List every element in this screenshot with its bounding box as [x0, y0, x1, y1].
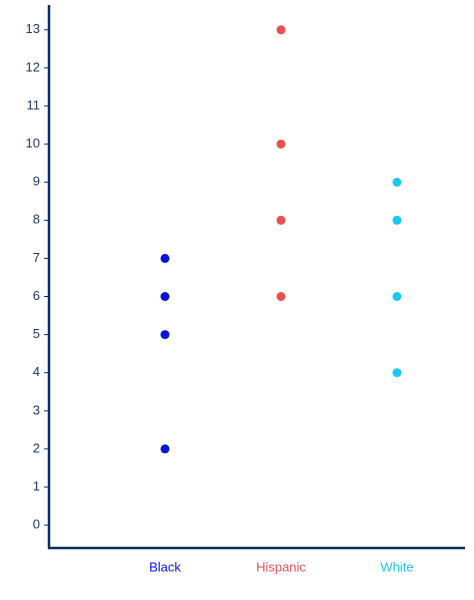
y-tick-label: 6 — [33, 288, 40, 303]
y-tick-label: 8 — [33, 212, 40, 227]
dot — [392, 215, 402, 225]
y-tick-label: 7 — [33, 250, 40, 265]
y-tick-label: 0 — [33, 517, 40, 532]
y-tick-label: 4 — [33, 364, 40, 379]
dot — [276, 292, 286, 302]
y-tick-label: 5 — [33, 326, 40, 341]
dot — [160, 292, 170, 302]
x-tick-label: Hispanic — [256, 559, 306, 574]
dot — [276, 215, 286, 225]
x-tick-label: Black — [149, 559, 181, 574]
y-tick-label: 12 — [26, 59, 40, 74]
y-tick-label: 1 — [33, 478, 40, 493]
y-tick-label: 2 — [33, 440, 40, 455]
dot — [276, 139, 286, 149]
dot — [392, 177, 402, 187]
y-tick-label: 10 — [26, 136, 40, 151]
y-tick-label: 9 — [33, 174, 40, 189]
y-tick-label: 11 — [27, 97, 41, 112]
dot — [276, 25, 286, 35]
y-tick-label: 3 — [33, 402, 40, 417]
dot — [392, 368, 402, 378]
dot — [160, 330, 170, 340]
dot — [392, 292, 402, 302]
x-tick-label: White — [380, 559, 413, 574]
y-tick-label: 13 — [26, 21, 40, 36]
dot — [160, 444, 170, 454]
dot — [160, 253, 170, 263]
